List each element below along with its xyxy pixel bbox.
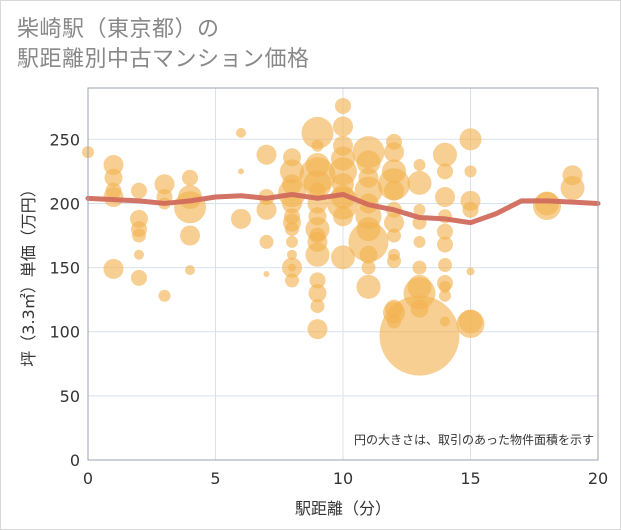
data-bubble [301, 116, 334, 149]
data-bubble [333, 116, 353, 137]
data-bubble [348, 221, 389, 262]
data-bubble [154, 174, 175, 195]
y-tick-label: 100 [49, 323, 80, 342]
data-bubble [158, 289, 171, 302]
data-bubble [231, 208, 251, 229]
data-bubble [104, 168, 123, 187]
data-bubble [185, 265, 195, 276]
data-bubble [464, 165, 477, 178]
data-bubble [440, 316, 450, 327]
data-bubble [182, 169, 198, 186]
data-bubble [305, 242, 330, 267]
average-price-line [85, 191, 601, 226]
data-bubble [333, 206, 353, 227]
data-bubble [379, 295, 460, 376]
chart-title: 柴崎駅（東京都）の 駅距離別中古マンション価格 [17, 15, 310, 75]
x-tick-label: 5 [210, 469, 220, 488]
data-bubble [174, 191, 206, 224]
data-bubble [387, 228, 401, 243]
chart-title-line-1: 柴崎駅（東京都）の [17, 17, 220, 42]
data-bubble [236, 127, 246, 138]
data-bubble [359, 245, 378, 264]
data-bubble [311, 139, 324, 152]
data-bubble [387, 254, 401, 269]
data-bubble [287, 249, 297, 260]
size-note: 円の大きさは、取引のあった物件面積を示す [354, 432, 594, 447]
data-bubble [134, 249, 144, 260]
data-bubble [356, 150, 381, 175]
data-bubble [407, 170, 432, 195]
data-bubble [384, 142, 404, 163]
y-tick-label: 200 [49, 194, 80, 213]
data-bubble [437, 236, 453, 253]
data-bubble [437, 163, 453, 180]
data-bubble [132, 228, 146, 243]
data-bubble [103, 154, 124, 175]
data-bubble [180, 225, 200, 246]
x-tick-label: 10 [333, 469, 353, 488]
data-bubble [438, 258, 452, 273]
data-bubble [413, 235, 426, 248]
data-bubble [413, 158, 426, 171]
data-bubble [308, 284, 327, 303]
data-bubble [384, 180, 404, 201]
data-bubble [282, 193, 302, 214]
data-bubble [286, 235, 298, 248]
data-bubble [412, 260, 427, 275]
bubble-layer [82, 97, 585, 376]
data-bubble [361, 260, 376, 275]
x-axis-title: 駅距離（分） [295, 499, 391, 518]
data-bubble [238, 168, 244, 175]
y-tick-label: 150 [49, 259, 80, 278]
data-bubble [435, 187, 455, 208]
data-bubble [437, 223, 453, 240]
data-bubble [356, 274, 381, 299]
data-bubble [263, 271, 270, 277]
data-bubble [560, 176, 585, 201]
data-bubble [466, 267, 475, 276]
data-bubble [331, 245, 355, 270]
plot-border [87, 87, 599, 461]
data-bubble [439, 289, 451, 302]
x-tick-label: 15 [460, 469, 480, 488]
y-tick-label: 250 [49, 130, 80, 149]
data-bubble [335, 97, 351, 114]
data-bubble [259, 234, 274, 249]
x-tick-label: 20 [588, 469, 608, 488]
data-bubble [256, 144, 277, 165]
data-bubble [131, 269, 147, 286]
y-tick-label: 50 [60, 387, 80, 406]
data-bubble [282, 257, 302, 278]
data-bubble [310, 299, 325, 314]
data-bubble [384, 212, 404, 233]
data-bubble [533, 192, 561, 221]
chart-title-line-2: 駅距離別中古マンション価格 [17, 47, 310, 72]
data-bubble [309, 272, 326, 289]
y-axis-title: 坪（3.3㎡）単価（万円） [19, 181, 38, 366]
data-bubble [439, 280, 451, 293]
y-tick-label: 0 [70, 451, 80, 470]
data-bubble [131, 182, 147, 199]
data-bubble [285, 222, 299, 237]
data-bubble [307, 319, 328, 340]
data-bubble [456, 310, 485, 339]
data-bubble [103, 258, 124, 279]
data-bubble [459, 128, 482, 151]
data-bubble [462, 201, 479, 218]
data-bubble [433, 142, 457, 167]
x-tick-label: 0 [83, 469, 93, 488]
data-bubble [413, 203, 426, 216]
data-bubble [256, 199, 277, 220]
